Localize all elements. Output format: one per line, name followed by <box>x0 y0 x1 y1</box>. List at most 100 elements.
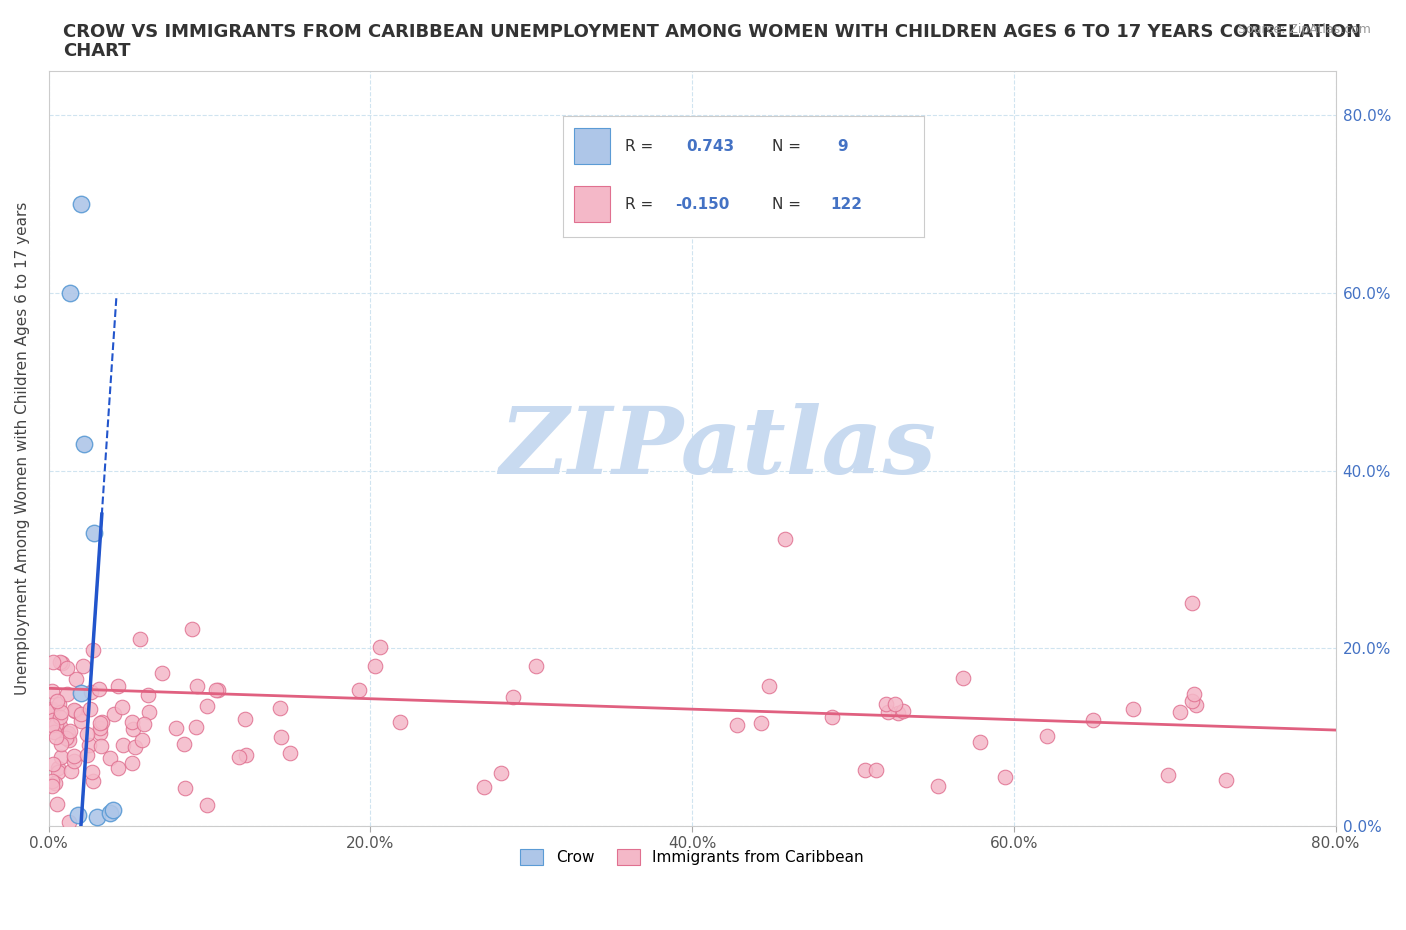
Point <box>347 683 370 698</box>
Point <box>1168 705 1191 720</box>
Point <box>725 718 748 733</box>
Point <box>63 704 86 719</box>
Point <box>389 714 412 729</box>
Point <box>1122 702 1144 717</box>
Point <box>502 690 524 705</box>
Point <box>121 755 143 770</box>
Point <box>235 711 257 726</box>
Point <box>51 737 73 751</box>
Point <box>927 778 949 793</box>
Point <box>58 733 80 748</box>
Text: ZIPatlas: ZIPatlas <box>499 404 936 494</box>
Point <box>884 697 907 711</box>
Point <box>1215 773 1237 788</box>
Point <box>69 714 91 729</box>
Point <box>41 702 63 717</box>
Point <box>63 703 86 718</box>
Point <box>524 658 547 673</box>
Point <box>56 661 79 676</box>
Point <box>98 805 121 820</box>
Point <box>174 780 197 795</box>
Point <box>132 716 155 731</box>
Point <box>89 715 111 730</box>
Point <box>489 765 512 780</box>
Point <box>48 697 70 711</box>
Point <box>1181 595 1204 610</box>
Point <box>370 639 392 654</box>
Point <box>186 719 208 734</box>
Point <box>181 622 204 637</box>
Point <box>59 764 82 778</box>
Point <box>952 671 974 685</box>
Point <box>42 756 65 771</box>
Point <box>195 698 218 713</box>
Point <box>46 764 69 779</box>
Point <box>773 531 796 546</box>
Point <box>83 525 105 540</box>
Point <box>89 721 111 736</box>
Point <box>472 780 495 795</box>
Point <box>45 716 67 731</box>
Point <box>89 725 111 740</box>
Point <box>58 814 80 829</box>
Text: CHART: CHART <box>63 42 131 60</box>
Point <box>86 810 108 825</box>
Point <box>82 764 104 779</box>
Point <box>150 665 173 680</box>
Point <box>55 687 77 702</box>
Point <box>46 796 69 811</box>
Point <box>76 747 98 762</box>
Point <box>70 707 93 722</box>
Point <box>82 774 104 789</box>
Point <box>749 716 772 731</box>
Point <box>853 763 876 777</box>
Point <box>76 727 98 742</box>
Point <box>107 678 129 693</box>
Point <box>887 705 910 720</box>
Point <box>46 761 69 776</box>
Point <box>228 750 250 764</box>
Point <box>124 739 146 754</box>
Text: Source: ZipAtlas.com: Source: ZipAtlas.com <box>1237 23 1371 36</box>
Point <box>101 803 124 817</box>
Point <box>758 679 780 694</box>
Point <box>278 746 301 761</box>
Point <box>62 753 84 768</box>
Point <box>138 705 160 720</box>
Point <box>364 658 387 673</box>
Point <box>205 683 228 698</box>
Point <box>98 751 121 765</box>
Point <box>49 654 72 669</box>
Point <box>49 705 72 720</box>
Point <box>1185 698 1208 712</box>
Point <box>1182 686 1205 701</box>
Point <box>270 730 292 745</box>
Point <box>70 685 93 700</box>
Point <box>79 701 101 716</box>
Point <box>79 684 101 699</box>
Point <box>165 721 187 736</box>
Point <box>121 722 143 737</box>
Point <box>55 731 77 746</box>
Point <box>44 775 66 790</box>
Point <box>79 737 101 752</box>
Point <box>59 286 82 300</box>
Point <box>121 715 143 730</box>
Point <box>865 763 887 777</box>
Point <box>90 739 112 754</box>
Point <box>111 737 134 752</box>
Point <box>46 693 69 708</box>
Point <box>41 718 63 733</box>
Y-axis label: Unemployment Among Women with Children Ages 6 to 17 years: Unemployment Among Women with Children A… <box>15 202 30 695</box>
Point <box>51 749 73 764</box>
Text: CROW VS IMMIGRANTS FROM CARIBBEAN UNEMPLOYMENT AMONG WOMEN WITH CHILDREN AGES 6 : CROW VS IMMIGRANTS FROM CARIBBEAN UNEMPL… <box>63 23 1361 41</box>
Point <box>65 671 87 686</box>
Point <box>891 703 914 718</box>
Point <box>235 748 257 763</box>
Point <box>91 714 114 729</box>
Point <box>73 436 96 451</box>
Point <box>821 710 844 724</box>
Point <box>59 724 82 738</box>
Point <box>136 687 159 702</box>
Point <box>41 684 63 698</box>
